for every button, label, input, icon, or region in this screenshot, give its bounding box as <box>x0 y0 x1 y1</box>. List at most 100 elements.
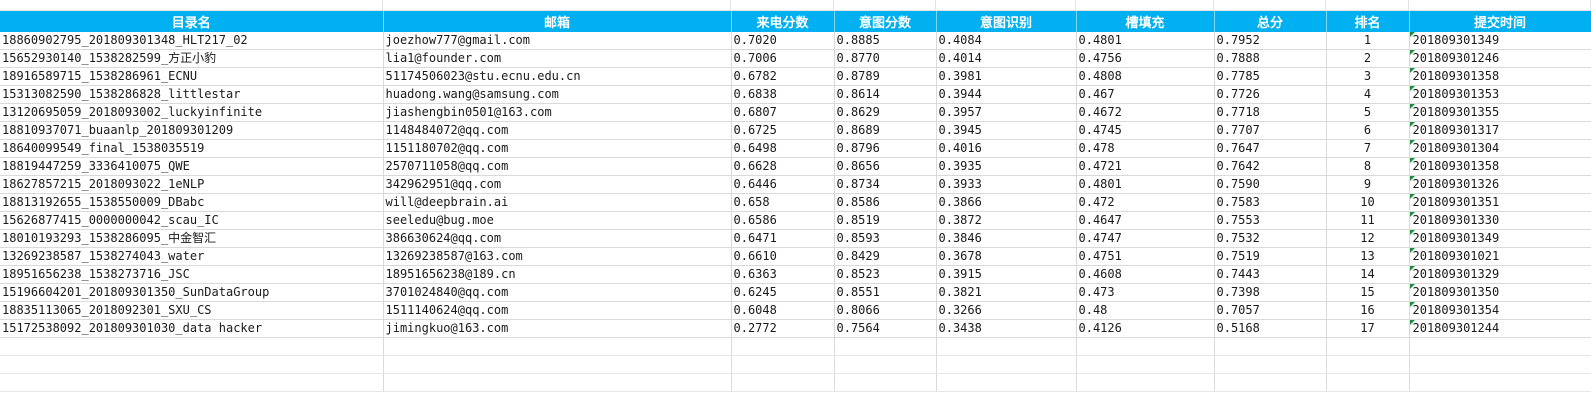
cell-intent-score[interactable]: 0.8614 <box>834 85 937 104</box>
cell-submit-time[interactable]: 201809301329 <box>1409 265 1591 284</box>
cell-intent-recognition[interactable]: 0.3957 <box>936 103 1077 122</box>
cell-intent-score[interactable]: 0.7564 <box>834 319 937 338</box>
cell-slot-filling[interactable]: 0.4745 <box>1076 121 1215 140</box>
cell-rank[interactable]: 11 <box>1326 211 1410 230</box>
empty-cell[interactable] <box>0 373 384 392</box>
col-header-rank[interactable]: 排名 <box>1326 11 1410 32</box>
cell-intent-score[interactable]: 0.8551 <box>834 283 937 302</box>
cell-call-score[interactable]: 0.6498 <box>731 139 835 158</box>
empty-cell[interactable] <box>731 373 835 392</box>
cell-intent-recognition[interactable]: 0.3915 <box>936 265 1077 284</box>
cell-email[interactable]: 18951656238@189.cn <box>383 265 732 284</box>
cell-intent-recognition[interactable]: 0.3266 <box>936 301 1077 320</box>
cell-submit-time[interactable]: 201809301244 <box>1409 319 1591 338</box>
cell-total-score[interactable]: 0.7519 <box>1214 247 1327 266</box>
cell-submit-time[interactable]: 201809301353 <box>1409 85 1591 104</box>
cell-email[interactable]: joezhow777@gmail.com <box>383 32 732 50</box>
cell-slot-filling[interactable]: 0.48 <box>1076 301 1215 320</box>
empty-cell[interactable] <box>834 355 937 374</box>
cell-intent-recognition[interactable]: 0.4084 <box>936 32 1077 50</box>
empty-cell[interactable] <box>383 373 732 392</box>
cell-dir-name[interactable]: 18819447259_3336410075_QWE <box>0 157 384 176</box>
empty-cell[interactable] <box>1409 373 1591 392</box>
cell-call-score[interactable]: 0.6446 <box>731 175 835 194</box>
cell-dir-name[interactable]: 18916589715_1538286961_ECNU <box>0 67 384 86</box>
empty-cell[interactable] <box>936 337 1077 356</box>
cell-intent-score[interactable]: 0.8796 <box>834 139 937 158</box>
cell-total-score[interactable]: 0.7726 <box>1214 85 1327 104</box>
cell-intent-recognition[interactable]: 0.3981 <box>936 67 1077 86</box>
cell-slot-filling[interactable]: 0.4672 <box>1076 103 1215 122</box>
cell-call-score[interactable]: 0.6628 <box>731 157 835 176</box>
cell-slot-filling[interactable]: 0.4756 <box>1076 49 1215 68</box>
cell-call-score[interactable]: 0.6807 <box>731 103 835 122</box>
cell-email[interactable]: 386630624@qq.com <box>383 229 732 248</box>
cell-slot-filling[interactable]: 0.473 <box>1076 283 1215 302</box>
cell-total-score[interactable]: 0.7532 <box>1214 229 1327 248</box>
cell-call-score[interactable]: 0.6725 <box>731 121 835 140</box>
cell-dir-name[interactable]: 15626877415_0000000042_scau_IC <box>0 211 384 230</box>
empty-cell[interactable] <box>1076 337 1215 356</box>
cell-total-score[interactable]: 0.7553 <box>1214 211 1327 230</box>
cell-intent-recognition[interactable]: 0.3944 <box>936 85 1077 104</box>
cell-intent-score[interactable]: 0.8586 <box>834 193 937 212</box>
cell-submit-time[interactable]: 201809301317 <box>1409 121 1591 140</box>
cell-call-score[interactable]: 0.6586 <box>731 211 835 230</box>
cell-dir-name[interactable]: 13120695059_2018093002_luckyinfinite <box>0 103 384 122</box>
cell-intent-recognition[interactable]: 0.4014 <box>936 49 1077 68</box>
cell-dir-name[interactable]: 15196604201_201809301350_SunDataGroup <box>0 283 384 302</box>
cell-email[interactable]: 13269238587@163.com <box>383 247 732 266</box>
cell-email[interactable]: 342962951@qq.com <box>383 175 732 194</box>
cell-dir-name[interactable]: 18835113065_2018092301_SXU_CS <box>0 301 384 320</box>
cell-submit-time[interactable]: 201809301246 <box>1409 49 1591 68</box>
cell-call-score[interactable]: 0.658 <box>731 193 835 212</box>
cell-slot-filling[interactable]: 0.478 <box>1076 139 1215 158</box>
cell-intent-score[interactable]: 0.8734 <box>834 175 937 194</box>
cell-rank[interactable]: 6 <box>1326 121 1410 140</box>
cell-total-score[interactable]: 0.7583 <box>1214 193 1327 212</box>
cell-intent-recognition[interactable]: 0.3438 <box>936 319 1077 338</box>
cell-rank[interactable]: 4 <box>1326 85 1410 104</box>
empty-cell[interactable] <box>383 355 732 374</box>
cell-rank[interactable]: 10 <box>1326 193 1410 212</box>
empty-cell[interactable] <box>834 337 937 356</box>
cell-email[interactable]: will@deepbrain.ai <box>383 193 732 212</box>
cell-dir-name[interactable]: 15652930140_1538282599_方正小豹 <box>0 49 384 68</box>
cell-email[interactable]: 1511140624@qq.com <box>383 301 732 320</box>
cell-slot-filling[interactable]: 0.4801 <box>1076 175 1215 194</box>
cell-call-score[interactable]: 0.2772 <box>731 319 835 338</box>
empty-cell[interactable] <box>936 373 1077 392</box>
cell-intent-recognition[interactable]: 0.3935 <box>936 157 1077 176</box>
empty-cell[interactable] <box>1076 373 1215 392</box>
col-header-email[interactable]: 邮箱 <box>383 11 732 32</box>
cell-submit-time[interactable]: 201809301354 <box>1409 301 1591 320</box>
cell-intent-recognition[interactable]: 0.3945 <box>936 121 1077 140</box>
cell-intent-score[interactable]: 0.8593 <box>834 229 937 248</box>
cell-rank[interactable]: 14 <box>1326 265 1410 284</box>
empty-cell[interactable] <box>0 355 384 374</box>
col-header-slot-filling[interactable]: 槽填充 <box>1076 11 1215 32</box>
cell-total-score[interactable]: 0.7718 <box>1214 103 1327 122</box>
col-header-call-score[interactable]: 来电分数 <box>731 11 835 32</box>
empty-cell[interactable] <box>1214 355 1327 374</box>
cell-total-score[interactable]: 0.7647 <box>1214 139 1327 158</box>
cell-submit-time[interactable]: 201809301349 <box>1409 229 1591 248</box>
empty-cell[interactable] <box>1409 337 1591 356</box>
cell-slot-filling[interactable]: 0.4126 <box>1076 319 1215 338</box>
cell-intent-recognition[interactable]: 0.4016 <box>936 139 1077 158</box>
cell-dir-name[interactable]: 18813192655_1538550009_DBabc <box>0 193 384 212</box>
cell-intent-recognition[interactable]: 0.3821 <box>936 283 1077 302</box>
empty-cell[interactable] <box>1214 337 1327 356</box>
cell-submit-time[interactable]: 201809301350 <box>1409 283 1591 302</box>
cell-slot-filling[interactable]: 0.4647 <box>1076 211 1215 230</box>
cell-slot-filling[interactable]: 0.4721 <box>1076 157 1215 176</box>
cell-total-score[interactable]: 0.7443 <box>1214 265 1327 284</box>
empty-cell[interactable] <box>731 355 835 374</box>
cell-call-score[interactable]: 0.6245 <box>731 283 835 302</box>
cell-call-score[interactable]: 0.6782 <box>731 67 835 86</box>
cell-intent-score[interactable]: 0.8885 <box>834 32 937 50</box>
cell-slot-filling[interactable]: 0.4608 <box>1076 265 1215 284</box>
cell-submit-time[interactable]: 201809301304 <box>1409 139 1591 158</box>
cell-dir-name[interactable]: 13269238587_1538274043_water <box>0 247 384 266</box>
cell-call-score[interactable]: 0.6471 <box>731 229 835 248</box>
